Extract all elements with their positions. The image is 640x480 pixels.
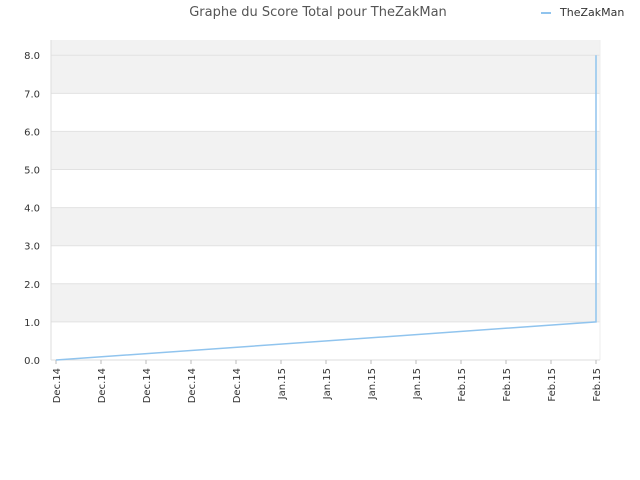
y-tick-label: 4.0 <box>24 204 40 215</box>
x-tick-label: Feb.15 <box>457 368 468 402</box>
grid-band <box>51 40 600 94</box>
series-group <box>55 55 597 361</box>
y-tick-label: 7.0 <box>24 89 40 100</box>
y-tick-label: 1.0 <box>24 318 40 329</box>
chart-title: Graphe du Score Total pour TheZakMan <box>189 5 447 20</box>
x-tick-label: Dec.14 <box>232 368 243 403</box>
x-axis-ticks: Dec.14 Dec.14 Dec.14 Dec.14 Dec.14 Jan.15 Jan.… <box>52 360 603 403</box>
x-tick-label: Dec.14 <box>97 368 108 403</box>
x-tick-label: Dec.14 <box>142 368 153 403</box>
y-tick-label: 8.0 <box>24 51 40 62</box>
series-line <box>55 55 597 361</box>
x-tick-label: Feb.15 <box>592 368 603 402</box>
x-tick-label: Dec.14 <box>52 368 63 403</box>
legend: TheZakMan <box>541 6 624 19</box>
plot-background <box>51 40 600 360</box>
x-tick-label: Feb.15 <box>502 368 513 402</box>
x-tick-label: Dec.14 <box>187 368 198 403</box>
x-tick-label: Jan.15 <box>277 368 288 400</box>
grid-band <box>51 283 600 322</box>
grid-band <box>51 131 600 170</box>
x-tick-label: Feb.15 <box>547 368 558 402</box>
legend-label: TheZakMan <box>559 6 624 19</box>
y-tick-label: 3.0 <box>24 242 40 253</box>
x-tick-label: Jan.15 <box>322 368 333 400</box>
y-tick-label: 5.0 <box>24 166 40 177</box>
grid-band <box>51 207 600 246</box>
x-tick-label: Jan.15 <box>367 368 378 400</box>
y-tick-label: 0.0 <box>24 356 40 367</box>
y-tick-label: 2.0 <box>24 280 40 291</box>
y-axis-ticks: 0.0 1.0 2.0 3.0 4.0 5.0 6.0 7.0 8.0 <box>24 51 40 367</box>
y-tick-label: 6.0 <box>24 127 40 138</box>
x-tick-label: Jan.15 <box>412 368 423 400</box>
